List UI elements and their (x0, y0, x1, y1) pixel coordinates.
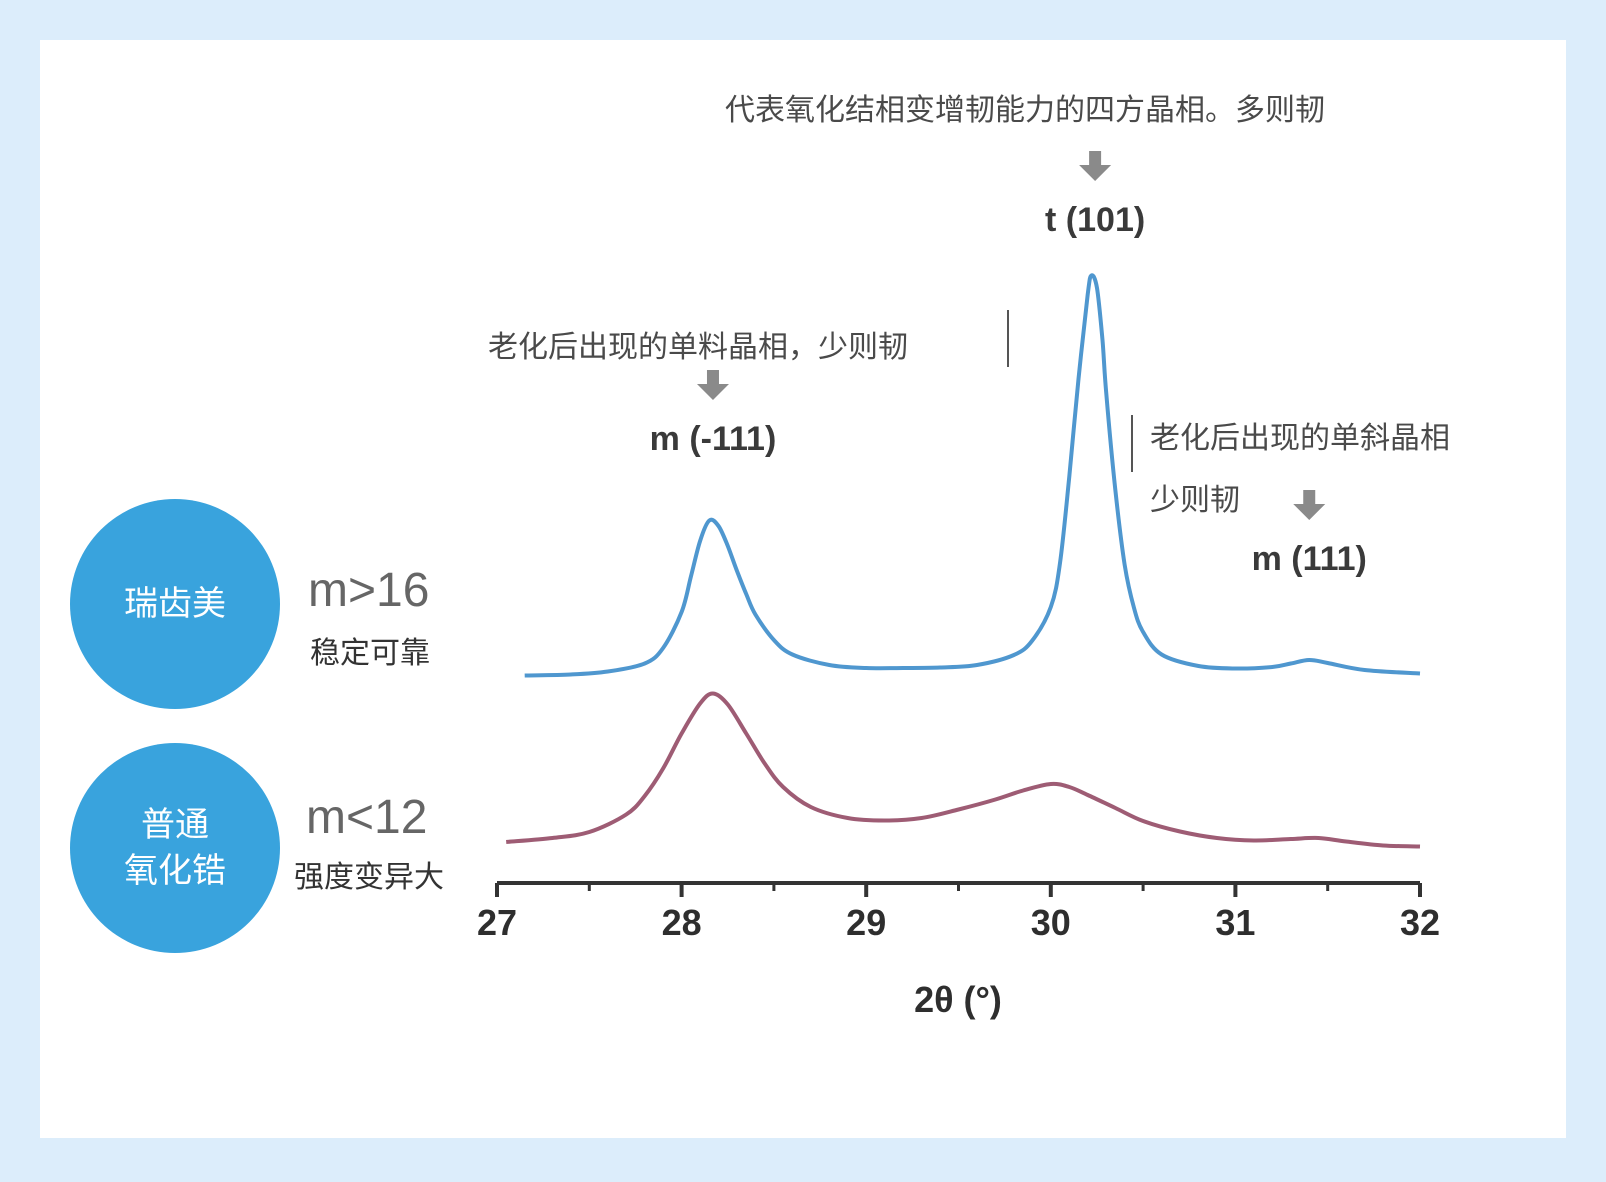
peak-arrow-icon (1079, 151, 1112, 181)
xrd-chart: 代表氧化结相变增韧能力的四方晶相。多则韧 老化后出现的单料晶相，少则韧 老化后出… (40, 40, 1566, 1138)
note-ruichimei: 稳定可靠 (310, 636, 430, 671)
peak-label: t (101) (1045, 201, 1145, 239)
x-axis: 27 28 29 30 31 32 (477, 881, 1440, 943)
badge-ordinary-zirconia: 普通 氧化锆 (70, 743, 280, 953)
note-ordinary-zirconia: 强度变异大 (294, 860, 444, 895)
series-2-line (506, 691, 1421, 849)
x-tick-label: 29 (846, 902, 886, 943)
annotation-top: 代表氧化结相变增韧能力的四方晶相。多则韧 (725, 93, 1325, 128)
annotation-right-line2: 少则韧 (1150, 483, 1240, 518)
peak-arrow-icon (1293, 490, 1326, 520)
badge-ruichimei: 瑞齿美 (70, 499, 280, 709)
peak-arrow-icon (696, 370, 729, 400)
series-layer (506, 273, 1421, 849)
peak-label-layer: m (-111) t (101) m (111) (650, 151, 1367, 578)
series-1-line (524, 273, 1421, 678)
annotation-left: 老化后出现的单料晶相，少则韧 (488, 330, 908, 365)
peak-label: m (-111) (650, 420, 777, 458)
x-axis-title: 2θ (°) (914, 979, 1002, 1020)
peak-label: m (111) (1252, 540, 1367, 578)
x-tick-label: 27 (477, 902, 517, 943)
x-tick-label: 28 (662, 902, 702, 943)
xrd-chart-svg: 代表氧化结相变增韧能力的四方晶相。多则韧 老化后出现的单料晶相，少则韧 老化后出… (477, 93, 1450, 1020)
x-tick-label: 30 (1031, 902, 1071, 943)
x-tick-label: 32 (1400, 902, 1440, 943)
x-tick-label: 31 (1215, 902, 1255, 943)
annotation-right-line1: 老化后出现的单斜晶相 (1150, 421, 1450, 456)
stat-ruichimei: m>16 (308, 564, 430, 617)
stat-ordinary-zirconia: m<12 (306, 791, 428, 844)
content-panel: 代表氧化结相变增韧能力的四方晶相。多则韧 老化后出现的单料晶相，少则韧 老化后出… (40, 40, 1566, 1138)
annotation-layer: 代表氧化结相变增韧能力的四方晶相。多则韧 老化后出现的单料晶相，少则韧 老化后出… (488, 93, 1450, 518)
